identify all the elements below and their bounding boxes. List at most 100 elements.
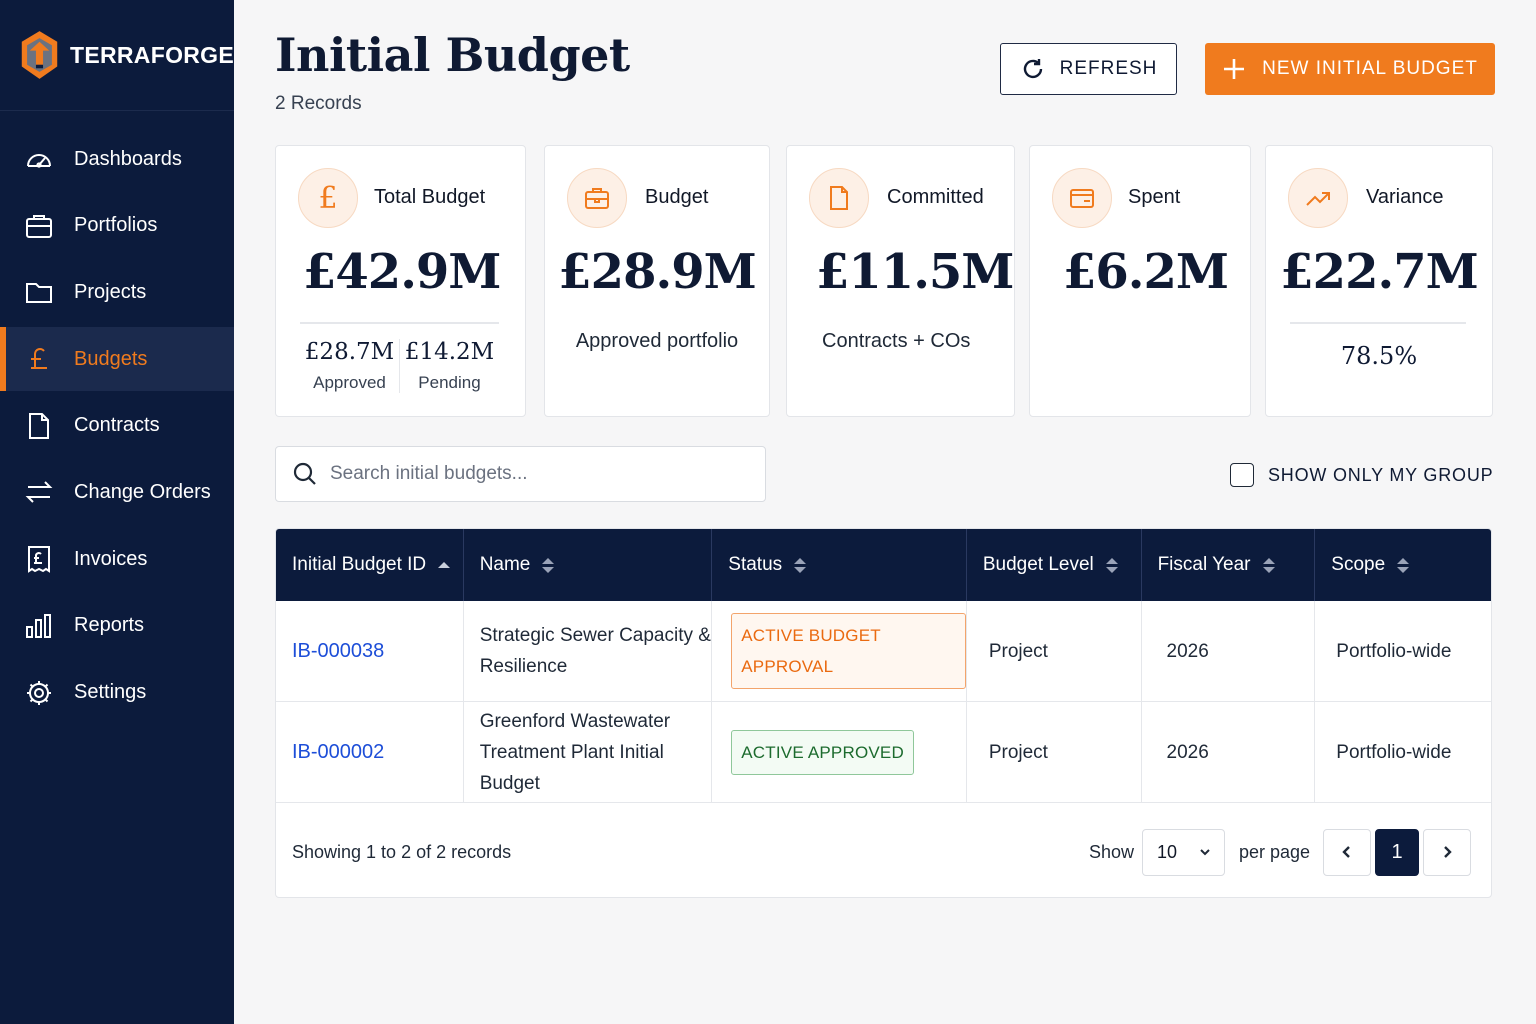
sidebar-item-dashboards[interactable]: Dashboards	[0, 127, 234, 191]
kpi-card-variance: Variance £22.7M 78.5%	[1265, 145, 1493, 417]
column-header-name[interactable]: Name	[464, 529, 713, 601]
brand[interactable]: TERRAFORGE	[0, 0, 234, 111]
kpi-sub: Approved portfolio	[575, 330, 739, 352]
search-box	[275, 446, 766, 502]
per-page-select[interactable]: 10	[1142, 828, 1225, 876]
sort-icon	[794, 557, 807, 573]
page-button-current[interactable]: 1	[1375, 828, 1419, 876]
fiscal-year: 2026	[1142, 601, 1316, 701]
sidebar-item-label: Contracts	[74, 414, 160, 437]
column-header-fiscal-year[interactable]: Fiscal Year	[1142, 529, 1316, 601]
sidebar-item-change-orders[interactable]: Change Orders	[0, 460, 234, 524]
name-line: Greenford Wastewater	[479, 710, 671, 732]
sidebar-item-label: Change Orders	[74, 480, 211, 503]
status-badge: ACTIVE BUDGET APPROVAL	[731, 613, 966, 689]
table-row[interactable]: IB-000038 Strategic Sewer Capacity & Resi…	[276, 601, 1491, 702]
prev-page-button[interactable]	[1323, 828, 1371, 876]
sort-asc-icon	[438, 562, 451, 568]
table-footer: Showing 1 to 2 of 2 records Show 10 per …	[276, 805, 1491, 897]
chevron-left-icon	[1342, 846, 1350, 858]
column-label: Status	[728, 554, 783, 575]
kpi-split: £28.7M Approved £14.2M Pending	[300, 339, 499, 393]
sidebar-item-label: Settings	[74, 681, 147, 703]
kpi-value: £11.5M	[816, 244, 1014, 300]
budget-id-link[interactable]: IB-000038	[276, 601, 464, 701]
pending-amount: £14.2M	[404, 339, 495, 365]
budget-id-link[interactable]: IB-000002	[276, 702, 464, 802]
column-header-scope[interactable]: Scope	[1315, 529, 1491, 601]
kpi-label: Spent	[1128, 186, 1181, 208]
sidebar-item-label: Reports	[74, 614, 145, 637]
divider	[1290, 322, 1466, 324]
checkbox[interactable]	[1230, 463, 1254, 487]
new-initial-budget-button[interactable]: NEW INITIAL BUDGET	[1205, 43, 1495, 95]
approved-block: £28.7M Approved	[300, 339, 399, 393]
status-cell: ACTIVE APPROVED	[712, 702, 967, 802]
table-row[interactable]: IB-000002 Greenford Wastewater Treatment …	[276, 702, 1491, 803]
swap-arrows-icon	[24, 477, 54, 507]
sidebar-item-label: Budgets	[74, 347, 148, 370]
column-header-id[interactable]: Initial Budget ID	[276, 529, 464, 601]
sidebar-item-budgets[interactable]: Budgets	[0, 327, 234, 392]
sidebar-item-portfolios[interactable]: Portfolios	[0, 194, 234, 258]
budget-level: Project	[967, 601, 1142, 701]
new-initial-budget-label: NEW INITIAL BUDGET	[1262, 58, 1478, 79]
name-line: Resilience	[479, 656, 568, 677]
show-label: Show	[1089, 841, 1135, 862]
chevron-right-icon	[1444, 846, 1452, 858]
refresh-button[interactable]: REFRESH	[1000, 43, 1177, 95]
per-page-label: per page	[1239, 841, 1311, 862]
kpi-value: £42.9M	[303, 244, 501, 300]
kpi-card-committed: Committed £11.5M Contracts + COs	[786, 145, 1015, 417]
kpi-label: Variance	[1366, 186, 1444, 208]
pagination: 1	[1323, 828, 1471, 876]
search-icon	[293, 462, 316, 485]
divider	[300, 322, 499, 324]
trending-up-icon	[1288, 168, 1348, 228]
approved-label: Approved	[313, 373, 386, 392]
pound-icon	[24, 344, 54, 374]
sidebar-item-projects[interactable]: Projects	[0, 260, 234, 324]
wallet-icon	[1052, 168, 1112, 228]
status-cell: ACTIVE BUDGET APPROVAL	[712, 601, 967, 701]
kpi-label: Committed	[887, 186, 984, 208]
sidebar-item-settings[interactable]: Settings	[0, 661, 234, 725]
sidebar-nav: Dashboards Portfolios Projects Budgets C…	[0, 127, 234, 727]
sidebar-item-label: Projects	[74, 280, 147, 303]
folder-icon	[24, 277, 54, 307]
column-label: Fiscal Year	[1157, 554, 1251, 575]
kpi-label: Total Budget	[374, 186, 486, 208]
record-count: 2 Records	[275, 93, 362, 114]
budget-name: Greenford Wastewater Treatment Plant Init…	[464, 702, 713, 802]
column-label: Name	[479, 554, 531, 575]
sort-icon	[542, 557, 555, 573]
column-header-status[interactable]: Status	[712, 529, 967, 601]
per-page-value: 10	[1157, 841, 1178, 862]
sidebar-item-reports[interactable]: Reports	[0, 594, 234, 658]
column-label: Initial Budget ID	[292, 554, 427, 575]
kpi-value: £22.7M	[1280, 244, 1478, 300]
name-line: Strategic Sewer Capacity &	[479, 625, 711, 646]
document-icon	[809, 168, 869, 228]
search-input[interactable]	[330, 463, 750, 485]
gauge-icon	[24, 144, 54, 174]
kpi-label: Budget	[645, 186, 709, 208]
briefcase-icon	[24, 211, 54, 241]
sidebar-item-invoices[interactable]: Invoices	[0, 527, 234, 591]
hexagon-arrow-logo	[21, 31, 58, 79]
scope: Portfolio-wide	[1336, 741, 1452, 763]
kpi-value: £6.2M	[1063, 244, 1229, 300]
column-header-budget-level[interactable]: Budget Level	[967, 529, 1142, 601]
scope: Portfolio-wide	[1336, 640, 1452, 662]
sidebar-item-contracts[interactable]: Contracts	[0, 394, 234, 458]
receipt-icon	[24, 544, 54, 574]
fiscal-year: 2026	[1142, 702, 1316, 802]
kpi-value: £28.9M	[558, 244, 756, 300]
sort-icon	[1105, 557, 1118, 573]
page-title: Initial Budget	[275, 28, 630, 82]
kpi-sub: Contracts + COs	[822, 330, 971, 352]
kpi-card-budget: Budget £28.9M Approved portfolio	[544, 145, 770, 417]
show-only-my-group-toggle[interactable]: SHOW ONLY MY GROUP	[1230, 463, 1493, 487]
next-page-button[interactable]	[1423, 828, 1471, 876]
document-icon	[24, 411, 54, 441]
